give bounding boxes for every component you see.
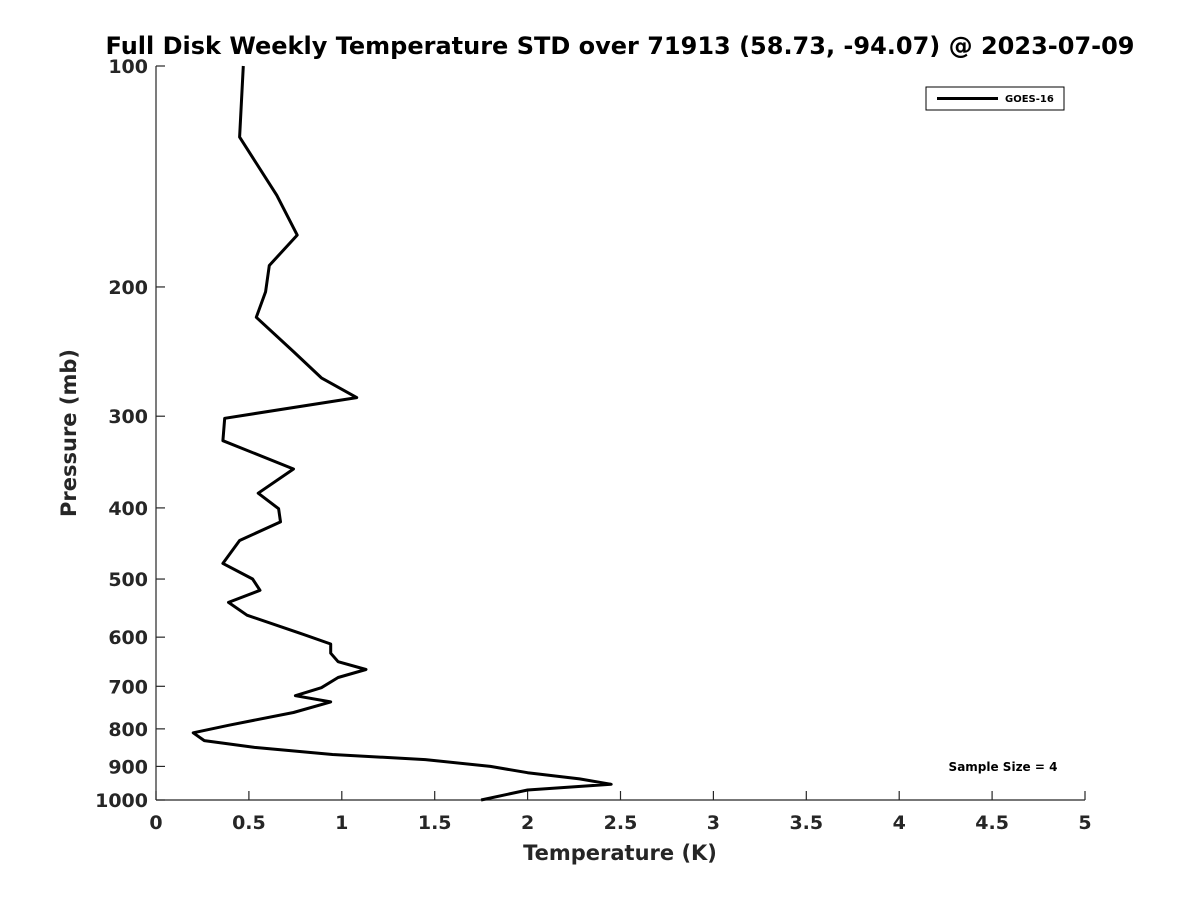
x-tick-label: 5: [1078, 812, 1091, 834]
legend: GOES-16: [925, 86, 1065, 111]
y-tick-label: 900: [108, 756, 148, 778]
series-line-goes-16: [191, 65, 613, 802]
y-tick-label: 500: [108, 569, 148, 591]
x-tick-label: 1: [335, 812, 348, 834]
y-tick-label: 600: [108, 627, 148, 649]
y-tick-label: 300: [108, 406, 148, 428]
y-tick-label: 1000: [95, 790, 148, 812]
y-ticks: 100 200 300 400 500 600 700 800 900 1000: [95, 56, 165, 812]
x-tick-label: 4.5: [975, 812, 1009, 834]
x-tick-label: 0.5: [232, 812, 266, 834]
x-tick-label: 2: [521, 812, 534, 834]
chart-title: Full Disk Weekly Temperature STD over 71…: [106, 32, 1135, 60]
y-tick-label: 800: [108, 719, 148, 741]
y-tick-label: 400: [108, 498, 148, 520]
legend-label: GOES-16: [1005, 94, 1054, 105]
y-tick-label: 700: [108, 676, 148, 698]
x-tick-label: 3: [707, 812, 720, 834]
y-tick-label: 100: [108, 56, 148, 78]
x-axis-label: Temperature (K): [523, 841, 717, 865]
x-ticks: 0 0.5 1 1.5 2 2.5 3 3.5 4 4.5 5: [149, 791, 1092, 834]
x-tick-label: 4: [893, 812, 906, 834]
x-tick-label: 3.5: [789, 812, 823, 834]
sample-size-annotation: Sample Size = 4: [949, 760, 1058, 774]
x-tick-label: 2.5: [604, 812, 638, 834]
y-axis-label: Pressure (mb): [57, 349, 81, 517]
x-tick-label: 0: [149, 812, 162, 834]
y-tick-label: 200: [108, 277, 148, 299]
x-tick-label: 1.5: [418, 812, 452, 834]
